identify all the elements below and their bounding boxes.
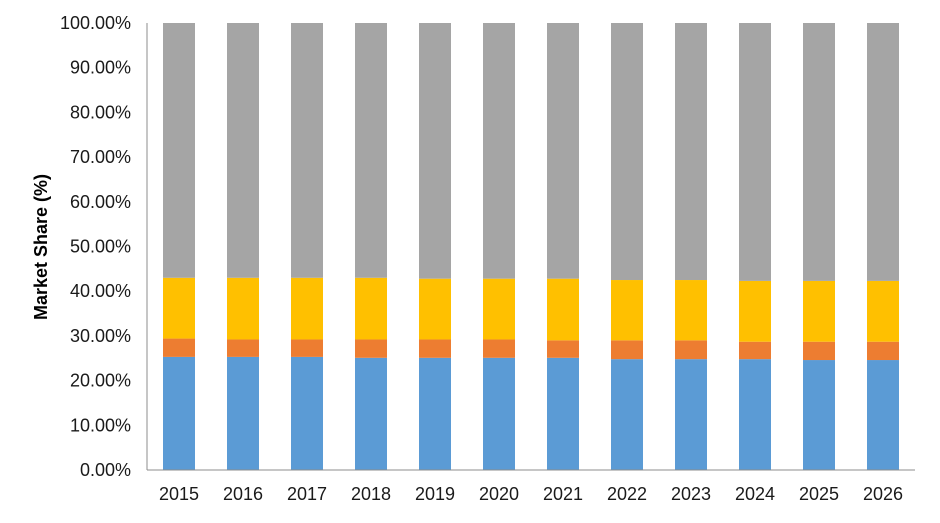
y-tick-label: 30.00% <box>70 326 131 346</box>
y-tick-label: 50.00% <box>70 237 131 257</box>
y-tick-label: 80.00% <box>70 102 131 122</box>
bar-segment-2018-s2 <box>355 339 387 358</box>
bar-segment-2016-s2 <box>227 339 259 357</box>
bar-segment-2023-s2 <box>675 340 707 360</box>
bar-segment-2022-s3 <box>611 280 643 341</box>
y-tick-label: 70.00% <box>70 147 131 167</box>
y-tick-labels: 0.00% 10.00% 20.00% 30.00% 40.00% 50.00% 60.00… <box>60 13 131 480</box>
y-tick-label: 90.00% <box>70 58 131 78</box>
bar-segment-2023-s3 <box>675 280 707 341</box>
bar-segment-2019-s1 <box>419 357 451 470</box>
bar-segment-2020-s3 <box>483 278 515 340</box>
bar-segment-2025-s3 <box>803 280 835 342</box>
x-tick-label: 2019 <box>415 484 455 504</box>
y-axis-title: Market Share (%) <box>31 174 51 320</box>
bar-segment-2016-s1 <box>227 356 259 470</box>
bar-segment-2022-s4 <box>611 23 643 281</box>
bar-segment-2018-s3 <box>355 277 387 340</box>
bar-segment-2018-s1 <box>355 357 387 470</box>
bar-segment-2024-s3 <box>739 280 771 342</box>
y-tick-label: 10.00% <box>70 415 131 435</box>
bar-segment-2016-s4 <box>227 23 259 278</box>
x-tick-label: 2018 <box>351 484 391 504</box>
bar-segment-2017-s1 <box>291 356 323 470</box>
x-tick-label: 2021 <box>543 484 583 504</box>
x-tick-label: 2020 <box>479 484 519 504</box>
bar-segment-2021-s2 <box>547 340 579 358</box>
x-tick-label: 2017 <box>287 484 327 504</box>
bar-segment-2020-s1 <box>483 357 515 470</box>
y-tick-label: 100.00% <box>60 13 131 33</box>
bar-segment-2023-s4 <box>675 23 707 281</box>
bar-segment-2019-s4 <box>419 23 451 279</box>
bar-segment-2021-s3 <box>547 278 579 341</box>
bar-segment-2025-s4 <box>803 23 835 281</box>
bar-segment-2025-s2 <box>803 341 835 361</box>
bar-segment-2026-s4 <box>867 23 899 281</box>
x-tick-label: 2022 <box>607 484 647 504</box>
bar-segment-2019-s2 <box>419 339 451 358</box>
x-tick-label: 2023 <box>671 484 711 504</box>
bar-segment-2015-s4 <box>163 23 195 278</box>
y-tick-label: 40.00% <box>70 281 131 301</box>
bar-segment-2018-s4 <box>355 23 387 278</box>
bar-segment-2023-s1 <box>675 359 707 470</box>
y-axis-title-group: Market Share (%) <box>31 174 51 320</box>
bar-segment-2021-s1 <box>547 357 579 470</box>
bar-segment-2015-s1 <box>163 356 195 470</box>
bar-segment-2026-s1 <box>867 360 899 470</box>
bar-segment-2017-s2 <box>291 339 323 357</box>
bar-segment-2021-s4 <box>547 23 579 279</box>
bar-segment-2026-s2 <box>867 341 899 361</box>
bar-segment-2026-s3 <box>867 280 899 342</box>
bar-segment-2022-s2 <box>611 340 643 360</box>
bar-segment-2019-s3 <box>419 278 451 340</box>
bar-segment-2016-s3 <box>227 277 259 340</box>
bar-segment-2024-s4 <box>739 23 771 281</box>
bar-segment-2020-s4 <box>483 23 515 279</box>
y-tick-label: 60.00% <box>70 192 131 212</box>
bar-segment-2025-s1 <box>803 360 835 470</box>
y-tick-label: 0.00% <box>80 460 131 480</box>
y-tick-label: 20.00% <box>70 371 131 391</box>
bar-segment-2022-s1 <box>611 359 643 470</box>
bar-segment-2017-s3 <box>291 277 323 340</box>
x-tick-label: 2025 <box>799 484 839 504</box>
x-tick-label: 2016 <box>223 484 263 504</box>
bar-segment-2024-s2 <box>739 341 771 360</box>
bars <box>163 23 899 470</box>
bar-segment-2015-s3 <box>163 277 195 339</box>
x-tick-labels: 2015 2016 2017 2018 2019 2020 2021 2022 2023 2024… <box>159 484 903 504</box>
bar-segment-2020-s2 <box>483 339 515 358</box>
x-tick-label: 2024 <box>735 484 775 504</box>
x-tick-label: 2026 <box>863 484 903 504</box>
x-tick-label: 2015 <box>159 484 199 504</box>
bar-segment-2024-s1 <box>739 359 771 470</box>
bar-segment-2017-s4 <box>291 23 323 278</box>
bar-segment-2015-s2 <box>163 338 195 357</box>
axes <box>146 23 915 471</box>
